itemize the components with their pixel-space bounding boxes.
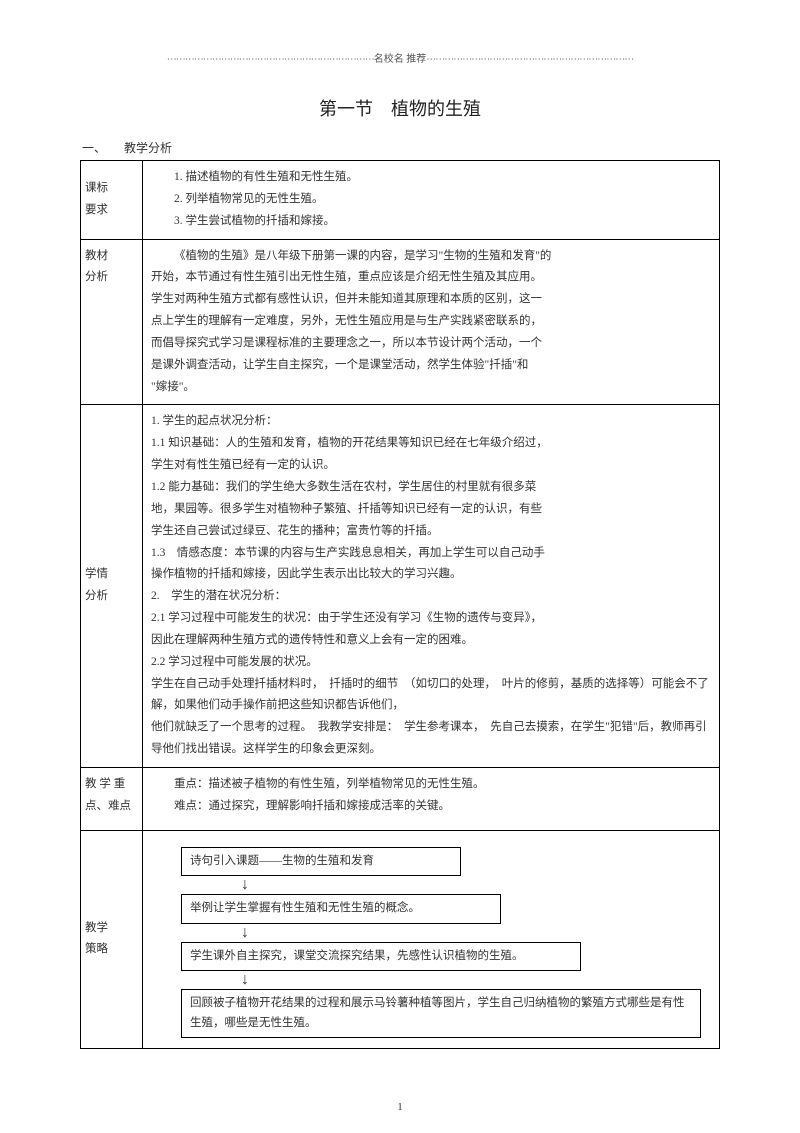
arrow-down-icon: ↓ [241,971,711,989]
row-label-jiaocai: 教材 分析 [81,239,143,405]
arrow-down-icon: ↓ [241,876,711,894]
row-content: 重点：描述被子植物的有性生殖，列举植物常见的无性生殖。 难点：通过探究，理解影响… [143,767,720,830]
table-row: 教材 分析 《植物的生殖》是八年级下册第一课的内容，是学习"生物的生殖和发育"的… [81,239,720,405]
header-banner: ⋯⋯⋯⋯⋯⋯⋯⋯⋯⋯⋯⋯⋯⋯⋯⋯⋯⋯⋯⋯⋯⋯⋯名校名 推荐⋯⋯⋯⋯⋯⋯⋯⋯⋯⋯⋯… [80,50,720,65]
table-row: 课标 要求 1. 描述植物的有性生殖和无性生殖。 2. 列举植物常见的无性生殖。… [81,161,720,240]
flow-node: 举例让学生掌握有性生殖和无性生殖的概念。 [181,894,501,924]
arrow-down-icon: ↓ [241,924,711,942]
header-dots-left: ⋯⋯⋯⋯⋯⋯⋯⋯⋯⋯⋯⋯⋯⋯⋯⋯⋯⋯⋯⋯⋯⋯⋯ [167,54,374,65]
row-label-celue: 教学 策略 [81,830,143,1049]
flow-node: 学生课外自主探究，课堂交流探究结果，先感性认识植物的生殖。 [181,942,581,972]
page-number: 1 [0,1101,800,1113]
analysis-table: 课标 要求 1. 描述植物的有性生殖和无性生殖。 2. 列举植物常见的无性生殖。… [80,160,720,1049]
table-row: 教 学 重 点、难点 重点：描述被子植物的有性生殖，列举植物常见的无性生殖。 难… [81,767,720,830]
flow-node: 回顾被子植物开花结果的过程和展示马铃薯种植等图片，学生自己归纳植物的繁殖方式哪些… [181,989,701,1038]
row-content: 1. 描述植物的有性生殖和无性生殖。 2. 列举植物常见的无性生殖。 3. 学生… [143,161,720,240]
row-content-flowchart: 诗句引入课题——生物的生殖和发育 ↓ 举例让学生掌握有性生殖和无性生殖的概念。 … [143,830,720,1049]
row-content: 《植物的生殖》是八年级下册第一课的内容，是学习"生物的生殖和发育"的 开始，本节… [143,239,720,405]
row-label-kebiao: 课标 要求 [81,161,143,240]
page-title: 第一节 植物的生殖 [80,95,720,121]
section-heading: 一、 教学分析 [80,139,720,156]
row-content: 1. 学生的起点状况分析： 1.1 知识基础：人的生殖和发育，植物的开花结果等知… [143,405,720,768]
header-text: 名校名 推荐 [374,54,427,65]
header-dots-right: ⋯⋯⋯⋯⋯⋯⋯⋯⋯⋯⋯⋯⋯⋯⋯⋯⋯⋯⋯⋯⋯⋯⋯ [426,54,633,65]
row-label-xueqing: 学情 分析 [81,405,143,768]
table-row: 教学 策略 诗句引入课题——生物的生殖和发育 ↓ 举例让学生掌握有性生殖和无性生… [81,830,720,1049]
row-label-zhongdian: 教 学 重 点、难点 [81,767,143,830]
table-row: 学情 分析 1. 学生的起点状况分析： 1.1 知识基础：人的生殖和发育，植物的… [81,405,720,768]
flow-node: 诗句引入课题——生物的生殖和发育 [181,847,461,877]
